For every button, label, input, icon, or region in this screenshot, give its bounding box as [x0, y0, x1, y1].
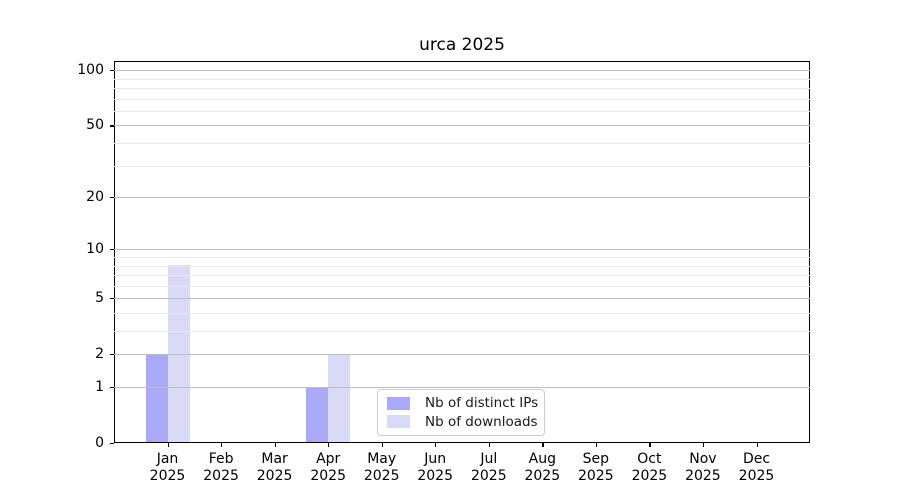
major-gridline	[114, 197, 810, 198]
x-tick-mark	[595, 443, 598, 447]
minor-gridline	[114, 331, 810, 332]
major-gridline	[114, 387, 810, 388]
x-tick-label-sep: Sep 2025	[577, 451, 614, 484]
x-tick-label-apr: Apr 2025	[310, 451, 346, 484]
minor-gridline	[114, 285, 810, 287]
y-tick-mark	[110, 70, 114, 72]
y-tick-mark	[110, 354, 114, 356]
y-tick-label: 1	[95, 378, 104, 395]
y-tick-label: 20	[86, 188, 104, 205]
legend-label-distinct-ips: Nb of distinct IPs	[425, 395, 539, 412]
legend: Nb of distinct IPs Nb of downloads	[377, 389, 545, 436]
minor-gridline	[114, 165, 810, 167]
minor-gridline	[114, 256, 810, 258]
bar-nb-of-downloads-jan	[167, 265, 190, 442]
major-gridline	[114, 70, 810, 72]
y-tick-mark	[110, 249, 114, 251]
y-tick-mark	[110, 387, 114, 389]
x-tick-label-jan: Jan 2025	[149, 451, 186, 484]
y-tick-mark	[110, 125, 114, 127]
x-tick-mark	[328, 443, 330, 447]
major-gridline	[114, 354, 810, 356]
legend-label-downloads: Nb of downloads	[425, 413, 538, 430]
major-gridline	[114, 298, 810, 300]
bar-nb-of-distinct-ips-apr	[306, 386, 329, 442]
x-tick-mark	[756, 443, 758, 447]
x-tick-mark	[542, 443, 544, 447]
minor-gridline	[114, 78, 810, 80]
y-tick-label: 50	[86, 116, 104, 133]
x-tick-mark	[649, 443, 651, 447]
minor-gridline	[114, 275, 810, 276]
y-tick-label: 100	[77, 61, 104, 78]
x-tick-mark	[167, 443, 169, 447]
x-tick-mark	[435, 443, 437, 447]
legend-swatch-distinct-ips	[387, 396, 410, 410]
y-tick-mark	[110, 443, 114, 445]
x-tick-label-feb: Feb 2025	[203, 451, 239, 484]
x-tick-mark	[274, 443, 276, 447]
y-tick-label: 0	[95, 434, 104, 451]
x-tick-label-jun: Jun 2025	[417, 451, 453, 484]
y-tick-label: 5	[95, 289, 104, 306]
legend-item-downloads: Nb of downloads	[378, 414, 544, 430]
y-tick-mark	[110, 197, 114, 199]
major-gridline	[114, 125, 810, 127]
x-tick-mark	[381, 443, 383, 447]
minor-gridline	[114, 98, 810, 100]
x-tick-label-mar: Mar 2025	[256, 451, 293, 484]
minor-gridline	[114, 110, 810, 112]
bar-nb-of-downloads-apr	[328, 354, 351, 442]
legend-swatch-downloads	[387, 415, 410, 429]
minor-gridline	[114, 142, 810, 144]
chart-title: urca 2025	[419, 35, 505, 55]
y-tick-label: 10	[86, 240, 104, 257]
minor-gridline	[114, 87, 810, 89]
x-tick-label-dec: Dec 2025	[738, 451, 775, 484]
x-tick-label-oct: Oct 2025	[631, 451, 668, 484]
x-tick-label-jul: Jul 2025	[470, 451, 507, 484]
plot-area	[114, 61, 810, 443]
y-tick-label: 2	[95, 345, 104, 362]
minor-gridline	[114, 265, 810, 267]
major-gridline	[114, 249, 810, 251]
bar-nb-of-distinct-ips-jan	[145, 354, 168, 442]
minor-gridline	[114, 312, 810, 314]
x-tick-label-aug: Aug 2025	[524, 451, 561, 484]
x-tick-label-nov: Nov 2025	[685, 451, 721, 484]
x-tick-mark	[221, 443, 223, 447]
legend-item-distinct-ips: Nb of distinct IPs	[378, 395, 544, 411]
x-tick-label-may: May 2025	[363, 451, 400, 484]
y-tick-mark	[110, 298, 114, 300]
x-tick-mark	[702, 443, 705, 447]
x-tick-mark	[488, 443, 491, 447]
